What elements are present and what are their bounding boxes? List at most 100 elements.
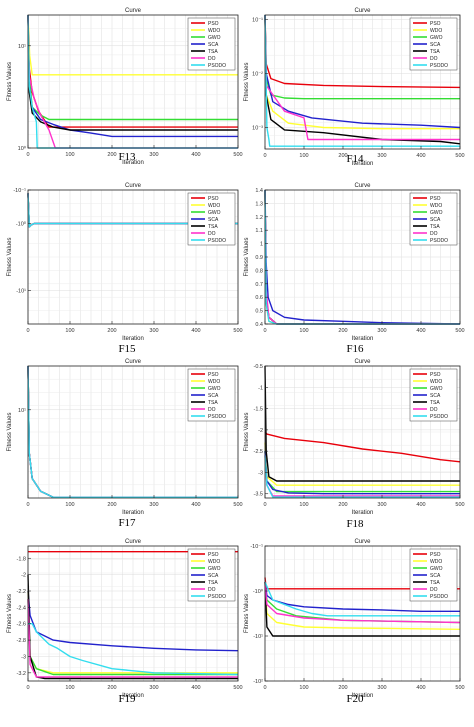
x-tick-label: 0 <box>263 153 266 159</box>
legend-label-pso: PSO <box>430 552 441 558</box>
y-tick-label: 10⁻² <box>252 71 263 77</box>
chart-caption: F19 <box>118 693 136 705</box>
y-tick-label: -10² <box>253 679 263 685</box>
legend-label-gwo: GWO <box>430 210 443 216</box>
x-tick-label: 300 <box>377 502 386 508</box>
x-tick-label: 400 <box>416 502 425 508</box>
x-tick-label: 100 <box>299 153 308 159</box>
y-tick-label: -1 <box>258 385 263 391</box>
legend-label-pso: PSO <box>208 552 219 558</box>
y-axis-label: Fitness Values <box>7 62 13 101</box>
y-tick-label: 0.9 <box>255 255 263 261</box>
legend-label-pso: PSO <box>208 21 219 27</box>
legend-label-pso: PSO <box>430 372 441 378</box>
chart-title: Curve <box>125 8 142 14</box>
y-tick-label: 1.4 <box>255 188 263 194</box>
legend-label-gwo: GWO <box>208 210 221 216</box>
legend-label-psodo: PSODO <box>430 594 448 600</box>
series-line-sca <box>264 581 460 612</box>
chart-title: Curve <box>354 183 371 189</box>
y-tick-label: 10⁻¹ <box>252 17 263 23</box>
y-tick-label: -3.5 <box>254 492 263 498</box>
x-tick-label: 0 <box>263 502 266 508</box>
x-tick-label: 400 <box>191 328 200 334</box>
chart-panel-f13: 0 100 200 300 400 500 10⁰ 10¹ Curve Iteration Fitn… <box>7 8 243 166</box>
x-tick-label: 500 <box>233 152 242 158</box>
series-line-psodo <box>264 14 460 147</box>
legend-label-psodo: PSODO <box>208 63 226 69</box>
y-tick-label: 0.8 <box>255 268 263 274</box>
y-tick-label: -3 <box>21 654 26 660</box>
x-tick-label: 300 <box>377 153 386 159</box>
legend-label-tsa: TSA <box>208 224 218 230</box>
y-axis-label: Fitness Values <box>244 594 250 633</box>
legend-label-do: DO <box>430 587 438 593</box>
chart-title: Curve <box>125 539 142 545</box>
legend-label-do: DO <box>430 231 438 237</box>
y-tick-label: 0.7 <box>255 282 263 288</box>
legend-label-sca: SCA <box>208 42 219 48</box>
y-tick-label: 10⁻³ <box>252 125 263 131</box>
x-tick-label: 200 <box>338 328 347 334</box>
x-tick-label: 200 <box>338 502 347 508</box>
y-tick-label: -10¹ <box>16 289 26 295</box>
legend-label-gwo: GWO <box>430 566 443 572</box>
axes-frame <box>27 14 239 149</box>
chart-panel-f15: 0 100 200 300 400 500 -10⁰ -10⁻¹ -10¹ Curve Iterat… <box>7 183 243 355</box>
y-tick-label: -1.5 <box>254 407 263 413</box>
y-tick-label: -10¹ <box>253 634 263 640</box>
y-tick-label: -0.5 <box>254 364 263 370</box>
x-axis-label: Iteration <box>122 693 144 699</box>
legend-label-sca: SCA <box>208 217 219 223</box>
y-axis-label: Fitness Values <box>244 238 250 277</box>
chart-caption: F13 <box>118 151 136 163</box>
legend-label-psodo: PSODO <box>208 414 226 420</box>
x-tick-label: 100 <box>65 502 74 508</box>
series-line-sca <box>264 189 461 325</box>
x-tick-label: 200 <box>107 152 116 158</box>
series-line-sca <box>264 14 461 129</box>
y-tick-label: -2.2 <box>17 589 26 595</box>
legend-label-wdo: WDO <box>430 203 442 209</box>
y-tick-label: 1 <box>260 242 263 248</box>
y-tick-label: 1.1 <box>255 228 263 234</box>
series-line-do <box>264 581 461 624</box>
y-axis-label: Fitness Values <box>7 413 13 452</box>
x-tick-label: 400 <box>191 152 200 158</box>
axes-frame <box>27 545 239 682</box>
y-tick-label: 10⁰ <box>18 145 27 152</box>
legend-label-do: DO <box>430 407 438 413</box>
chart-title: Curve <box>354 539 371 545</box>
axes-frame <box>264 545 461 682</box>
x-tick-label: 200 <box>338 685 347 691</box>
legend-label-tsa: TSA <box>208 400 218 406</box>
x-tick-label: 200 <box>338 153 347 159</box>
legend-label-sca: SCA <box>430 573 441 579</box>
legend-label-sca: SCA <box>430 393 441 399</box>
chart-panel-f18: 0 100 200 300 400 500 -0.5 -1 -1.5 -2 -2.5 -3 -3.5 Cu… <box>244 359 465 530</box>
x-tick-label: 300 <box>149 502 158 508</box>
series-line-tsa <box>264 581 460 637</box>
legend-label-tsa: TSA <box>208 580 218 586</box>
y-tick-label: -3 <box>258 470 263 476</box>
chart-panel-f20: 0 100 200 300 400 500 -10⁻¹ -10⁰ -10¹ -10² Curve It… <box>244 539 465 705</box>
series-line-pso <box>264 431 461 463</box>
legend-label-tsa: TSA <box>430 49 440 55</box>
x-axis-label: Iteration <box>352 510 374 516</box>
y-tick-label: -2 <box>258 428 263 434</box>
legend-label-do: DO <box>208 56 216 62</box>
chart-caption: F18 <box>346 518 364 530</box>
x-tick-label: 300 <box>377 685 386 691</box>
legend-label-wdo: WDO <box>208 28 220 34</box>
x-tick-label: 100 <box>65 685 74 691</box>
chart-caption: F16 <box>346 343 364 355</box>
x-tick-label: 0 <box>26 328 29 334</box>
y-tick-label: -1.8 <box>17 556 26 562</box>
x-tick-label: 500 <box>233 328 242 334</box>
